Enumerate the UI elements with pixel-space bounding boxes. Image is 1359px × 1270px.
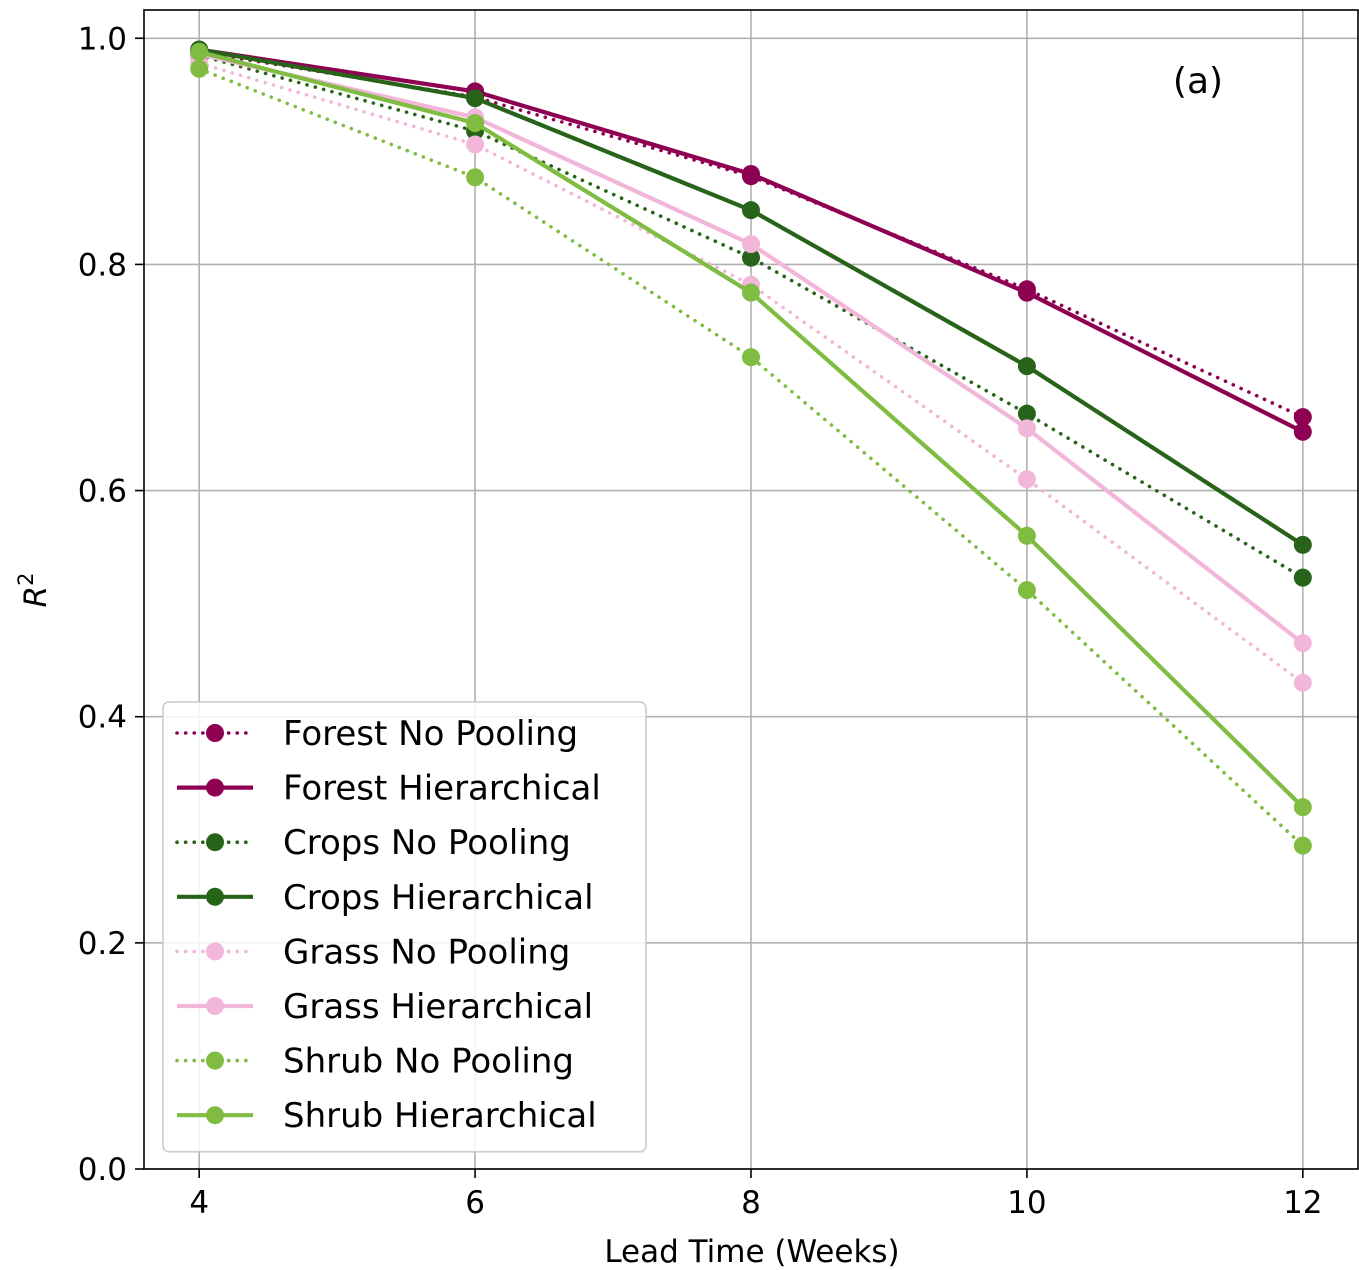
legend-marker-swatch: [206, 778, 224, 797]
data-point: [742, 348, 760, 367]
legend-label: Forest No Pooling: [283, 714, 578, 754]
data-point: [190, 59, 209, 78]
x-tick-label: 10: [1007, 1185, 1046, 1221]
legend-entry: Shrub No Pooling: [175, 1042, 574, 1082]
data-point: [1017, 357, 1036, 376]
plot-frame: [143, 9, 1359, 1170]
legend-label: Grass Hierarchical: [283, 987, 593, 1027]
data-point: [1293, 422, 1312, 441]
data-point: [742, 283, 760, 302]
y-tick-label: 0.4: [78, 700, 127, 736]
series-line: [197, 66, 1305, 848]
y-tick-label: 0.0: [78, 1152, 127, 1188]
legend-entry: Grass No Pooling: [175, 932, 570, 972]
data-point: [742, 164, 760, 183]
data-point: [1017, 526, 1036, 545]
legend-marker-swatch: [206, 724, 224, 742]
legend-marker-swatch: [206, 833, 224, 852]
legend-entry: Crops Hierarchical: [177, 878, 594, 918]
y-axis-label-superscript: 2: [14, 573, 38, 586]
data-point: [466, 168, 485, 187]
data-point: [1293, 798, 1312, 817]
data-point: [1017, 404, 1036, 423]
legend-entry: Forest No Pooling: [175, 714, 578, 754]
axes: [135, 9, 1359, 1178]
legend: Forest No Pooling Forest Hierarchical Crop…: [162, 701, 647, 1153]
y-axis-label: R2: [14, 573, 54, 608]
x-tick-label: 8: [741, 1185, 761, 1221]
data-point: [466, 135, 485, 154]
y-axis-label-base: R: [18, 586, 54, 608]
legend-label: Grass No Pooling: [283, 932, 570, 972]
legend-label: Shrub No Pooling: [283, 1042, 574, 1082]
y-tick-label: 0.2: [78, 926, 127, 962]
series-shrub-hierarchical: [190, 42, 1312, 817]
x-axis-label: Lead Time (Weeks): [604, 1234, 899, 1270]
legend-box: [162, 701, 647, 1153]
y-tick-label: 0.8: [78, 247, 127, 283]
legend-entry: Shrub Hierarchical: [177, 1096, 597, 1136]
series-line: [197, 61, 1305, 685]
legend-marker-swatch: [206, 887, 224, 906]
data-point: [742, 248, 760, 267]
legend-label: Shrub Hierarchical: [283, 1096, 597, 1136]
data-point: [1293, 673, 1312, 692]
tick-labels: 4 6 8 10 12 0.0 0.2 0.4 0.6 0.8 1.0: [78, 21, 1323, 1221]
legend-label: Crops Hierarchical: [283, 878, 594, 918]
y-tick-label: 0.6: [78, 474, 127, 510]
legend-entry: Forest Hierarchical: [177, 769, 601, 809]
legend-marker-swatch: [206, 997, 224, 1015]
data-point: [1017, 581, 1036, 600]
data-point: [190, 42, 209, 61]
data-point: [1293, 836, 1312, 855]
series-line: [197, 53, 1305, 580]
legend-marker-swatch: [206, 1106, 224, 1125]
data-point: [1017, 470, 1036, 489]
y-tick-label: 1.0: [78, 21, 127, 57]
series-shrub-no-pooling: [190, 59, 1312, 855]
legend-entry: Crops No Pooling: [175, 823, 571, 863]
legend-marker-swatch: [206, 1051, 224, 1070]
data-point: [1017, 283, 1036, 302]
x-tick-label: 4: [189, 1185, 209, 1221]
x-tick-label: 6: [465, 1185, 485, 1221]
data-point: [1017, 419, 1036, 438]
data-point: [742, 201, 760, 220]
x-tick-label: 12: [1283, 1185, 1322, 1221]
data-point: [466, 89, 485, 108]
data-point: [1293, 568, 1312, 587]
panel-annotation: (a): [1173, 61, 1223, 102]
data-point: [742, 235, 760, 254]
data-point: [1293, 634, 1312, 653]
data-point: [1293, 535, 1312, 554]
data-point: [1293, 408, 1312, 427]
legend-label: Forest Hierarchical: [283, 769, 601, 809]
legend-marker-swatch: [206, 942, 224, 961]
data-point: [466, 114, 485, 133]
legend-label: Crops No Pooling: [283, 823, 571, 863]
legend-entry: Grass Hierarchical: [177, 987, 593, 1027]
series-crops-hierarchical: [190, 40, 1312, 554]
series-lines: [190, 40, 1312, 855]
